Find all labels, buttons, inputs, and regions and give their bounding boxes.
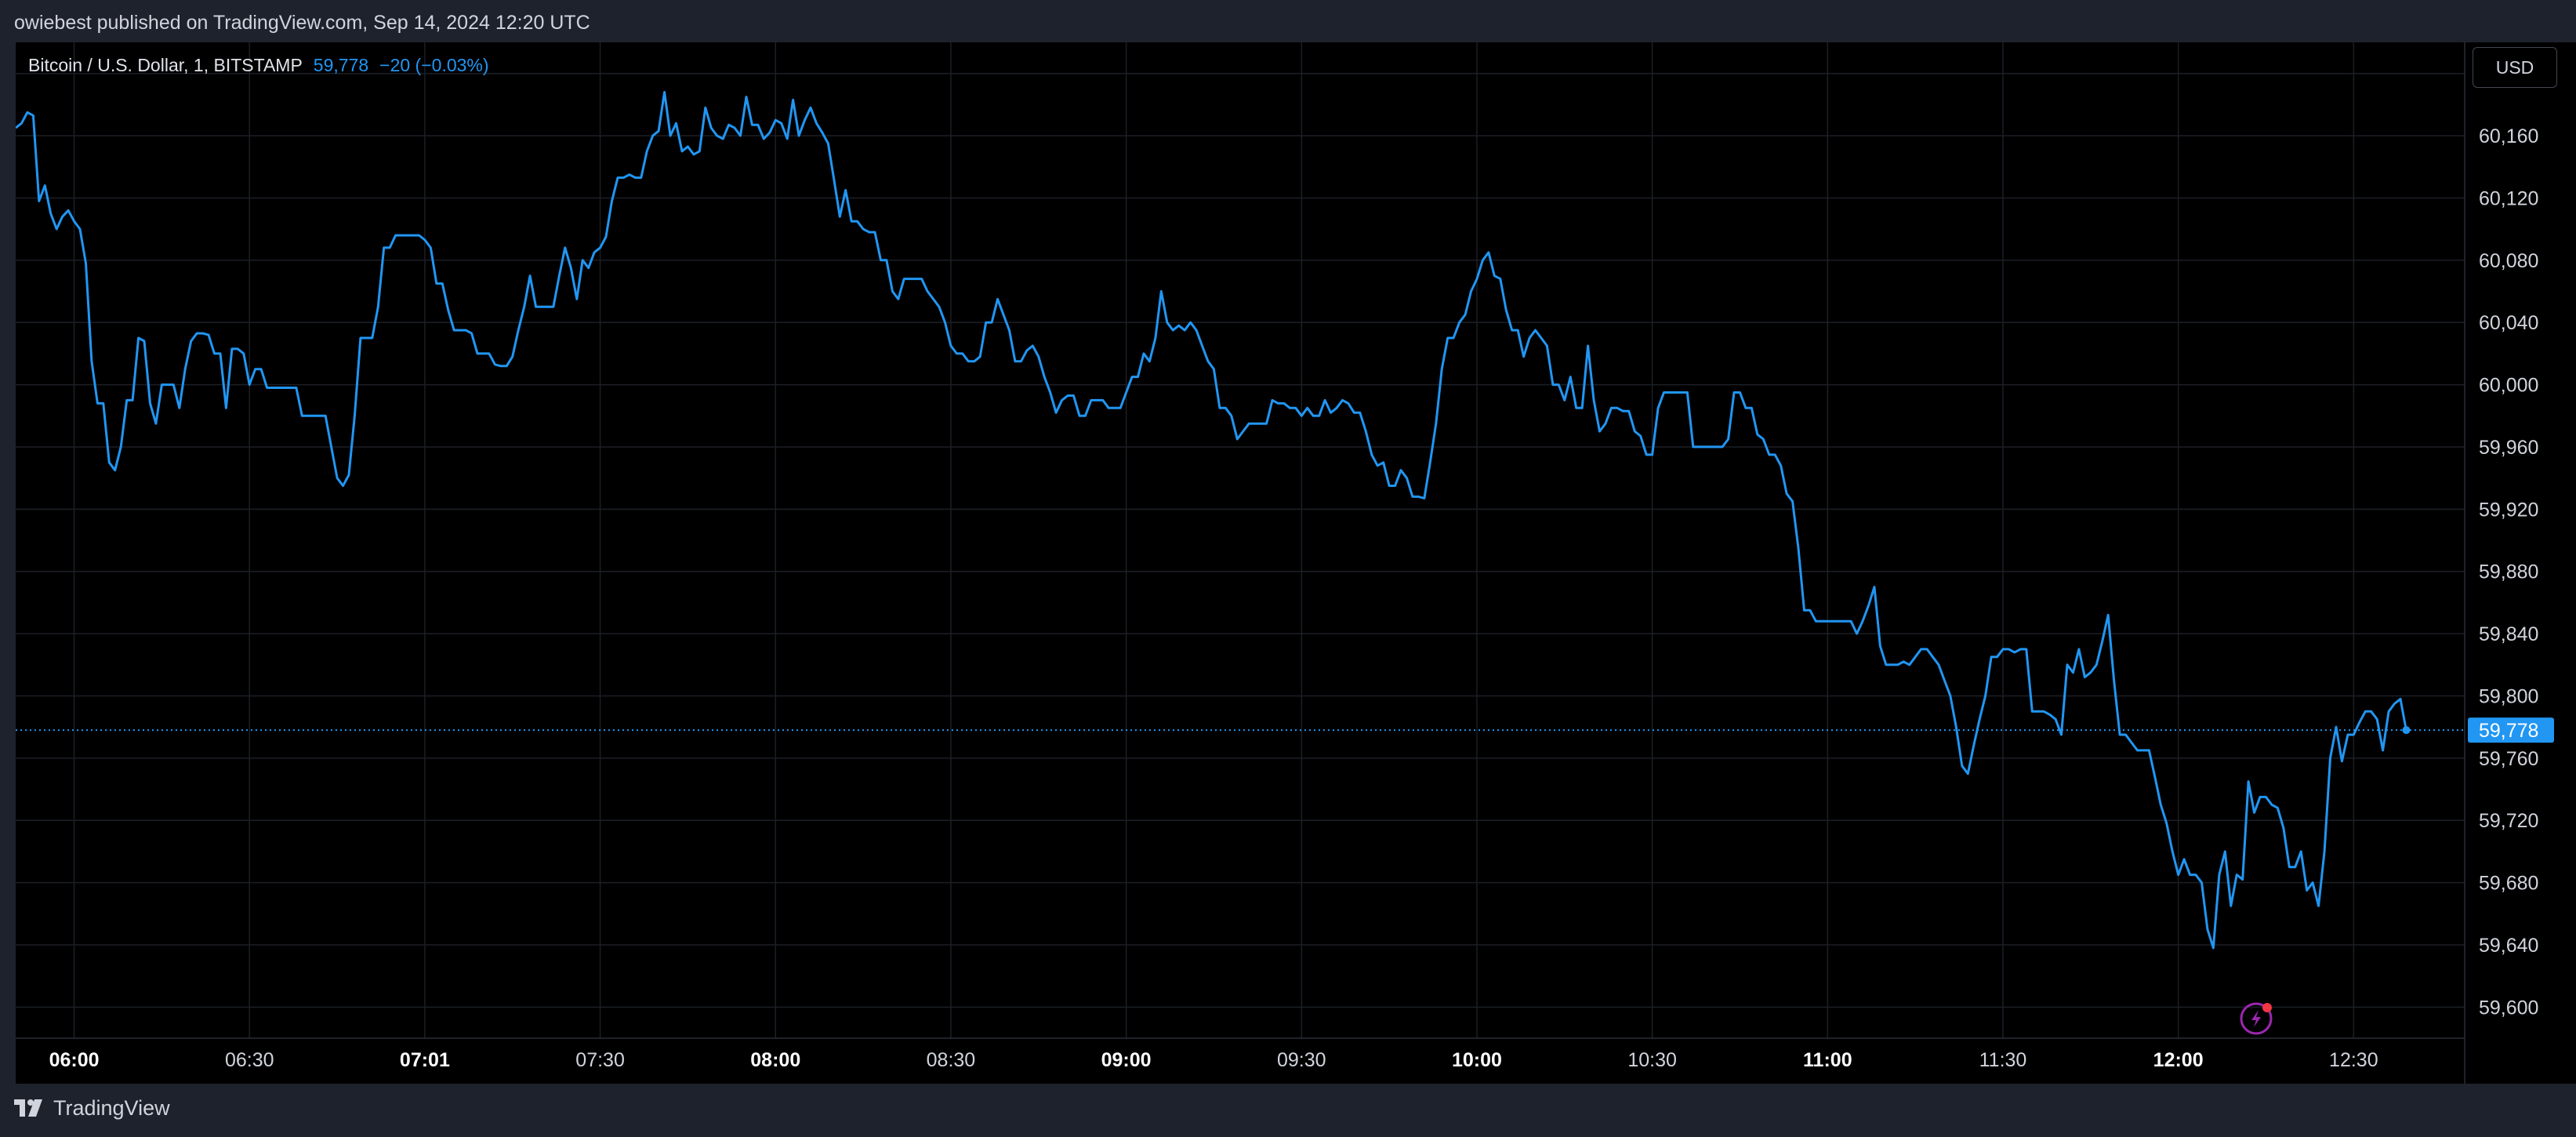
x-tick-label: 07:01 [400,1049,450,1071]
legend-change: −20 (−0.03%) [379,55,489,75]
grid-lines [16,42,2465,1038]
x-tick-label: 10:30 [1627,1049,1677,1071]
symbol-title[interactable]: Bitcoin / U.S. Dollar, 1, BITSTAMP [28,55,303,75]
y-tick-label: 60,000 [2479,375,2538,397]
chart-panel[interactable]: 60,20060,16060,12060,08060,04060,00059,9… [16,42,2576,1084]
x-tick-label: 06:00 [49,1049,100,1071]
published-info: owiebest published on TradingView.com, S… [14,12,590,34]
chart-background [16,42,2576,1084]
y-tick-label: 59,920 [2479,499,2538,521]
x-tick-label: 11:30 [1979,1049,2027,1071]
x-tick-label: 09:30 [1277,1049,1326,1071]
y-tick-label: 59,960 [2479,437,2538,459]
price-chart[interactable]: 60,20060,16060,12060,08060,04060,00059,9… [16,42,2576,1084]
x-tick-label: 08:30 [927,1049,976,1071]
footer-bar: TradingView [0,1084,2576,1137]
brand-name: TradingView [53,1096,170,1120]
y-tick-label: 60,160 [2479,125,2538,147]
x-tick-label: 11:00 [1803,1049,1852,1071]
x-tick-label: 07:30 [575,1049,625,1071]
x-tick-label: 09:00 [1101,1049,1152,1071]
tradingview-logo-icon [14,1099,42,1117]
y-tick-label: 59,800 [2479,685,2538,707]
currency-selector[interactable]: USD [2473,47,2557,88]
x-tick-label: 12:30 [2329,1049,2378,1071]
axis-lines [16,42,2465,1084]
y-tick-label: 59,720 [2479,810,2538,832]
x-tick-label: 08:00 [750,1049,800,1071]
y-tick-label: 59,760 [2479,748,2538,770]
price-line-series [16,91,2407,950]
y-tick-label: 59,600 [2479,997,2538,1019]
y-tick-label: 60,120 [2479,187,2538,209]
chart-legend: Bitcoin / U.S. Dollar, 1, BITSTAMP 59,77… [28,55,489,76]
publish-header: owiebest published on TradingView.com, S… [0,0,2576,42]
last-price-tag-bg [2468,717,2554,743]
x-tick-label: 12:00 [2153,1049,2204,1071]
x-tick-label: 10:00 [1452,1049,1502,1071]
x-tick-label: 06:30 [225,1049,274,1071]
legend-last-value: 59,778 [313,55,369,75]
brand[interactable]: TradingView [14,1096,170,1121]
y-tick-label: 60,080 [2479,250,2538,272]
y-tick-label: 59,680 [2479,873,2538,895]
last-price-dot [2402,726,2411,735]
lightning-alert-icon[interactable] [2240,1002,2273,1035]
y-tick-label: 59,880 [2479,561,2538,583]
x-axis: 06:00 06:30 07:01 07:30 08:00 08:30 09:00 09:30… [49,1049,2378,1071]
y-axis: 60,20060,16060,12060,08060,04060,00059,9… [2479,64,2538,1019]
last-price-label: 59,778 [2479,720,2538,742]
y-tick-label: 59,840 [2479,623,2538,645]
y-tick-label: 60,040 [2479,312,2538,334]
y-tick-label: 59,640 [2479,935,2538,957]
